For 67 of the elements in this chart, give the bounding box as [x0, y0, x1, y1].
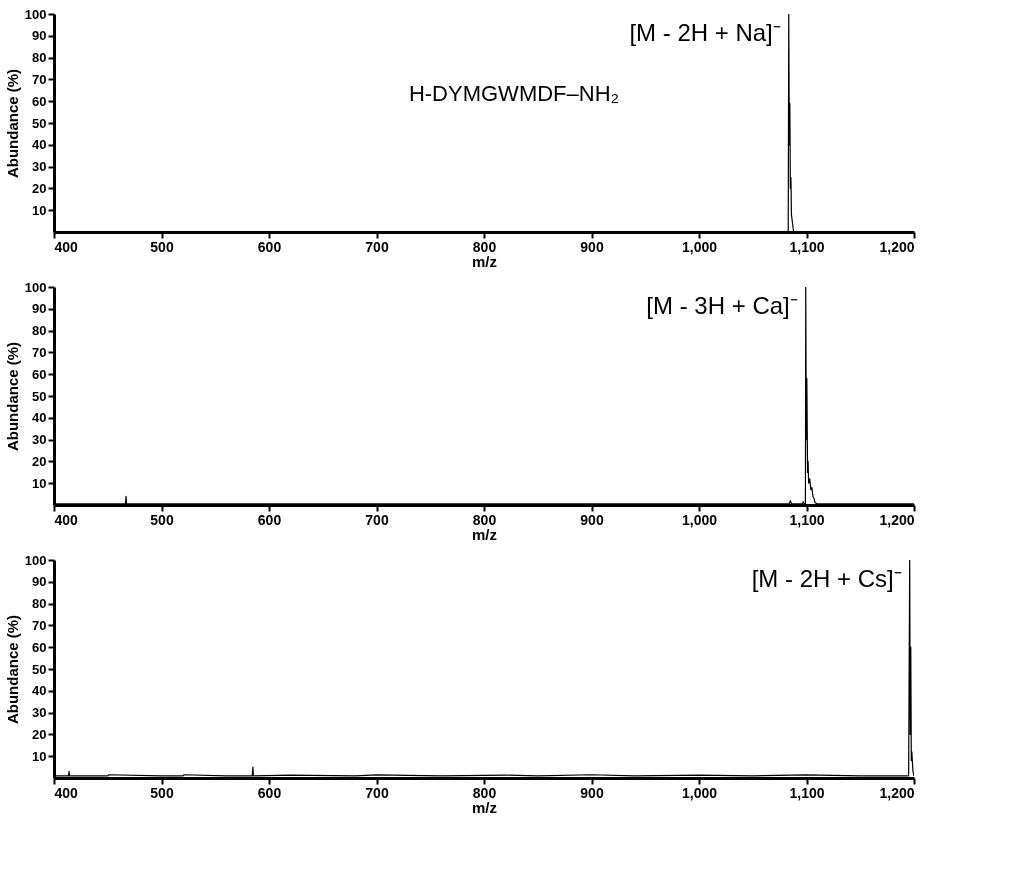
- x-tick-label: 500: [150, 511, 174, 528]
- x-tick-label: 800: [472, 784, 497, 801]
- y-tick-label: 40: [32, 410, 47, 426]
- x-tick-label: 1,000: [681, 784, 718, 801]
- y-tick-label: 90: [32, 301, 47, 317]
- y-tick-label: 60: [32, 639, 47, 655]
- y-tick-label: 20: [32, 453, 47, 469]
- y-tick-label: 30: [32, 159, 47, 175]
- annotation: [M - 2H + Na]⁻: [629, 19, 781, 46]
- annotation: [M - 3H + Ca]⁻: [646, 292, 798, 319]
- y-tick-label: 20: [32, 180, 47, 196]
- y-tick-label: 50: [32, 115, 47, 131]
- x-tick-label: 600: [257, 784, 282, 801]
- x-tick-label: 700: [365, 784, 389, 801]
- y-tick-label: 100: [24, 552, 47, 568]
- y-tick-label: 30: [32, 705, 47, 721]
- x-tick-label: 400: [54, 511, 79, 528]
- y-tick-label: 10: [32, 202, 47, 218]
- y-tick-label: 70: [32, 617, 47, 633]
- x-tick-label: 1,000: [681, 511, 718, 528]
- x-tick-label: 500: [150, 784, 174, 801]
- x-tick-label: 700: [365, 511, 389, 528]
- y-tick-label: 40: [32, 137, 47, 153]
- x-axis-title: m/z: [471, 798, 498, 816]
- y-tick-label: 90: [32, 28, 47, 44]
- y-tick-label: 10: [32, 748, 47, 764]
- x-tick-label: 600: [257, 238, 282, 255]
- y-tick-label: 60: [32, 93, 47, 109]
- x-tick-label: 1,200: [879, 784, 915, 801]
- x-tick-label: 600: [257, 511, 282, 528]
- y-axis-title: Abundance (%): [3, 68, 21, 179]
- x-tick-label: 1,100: [789, 238, 825, 255]
- x-tick-label: 1,200: [879, 511, 915, 528]
- x-axis-title: m/z: [471, 525, 498, 543]
- y-tick-label: 30: [32, 432, 47, 448]
- x-axis-title: m/z: [471, 252, 498, 270]
- x-tick-label: 800: [472, 511, 497, 528]
- x-tick-label: 1,100: [789, 511, 825, 528]
- y-axis-title: Abundance (%): [3, 341, 21, 452]
- annotation: [M - 2H + Cs]⁻: [751, 565, 902, 592]
- y-tick-label: 80: [32, 323, 47, 339]
- x-tick-label: 1,000: [681, 238, 718, 255]
- y-tick-label: 40: [32, 683, 47, 699]
- y-tick-label: 10: [32, 475, 47, 491]
- x-tick-label: 500: [150, 238, 174, 255]
- y-tick-label: 90: [32, 574, 47, 590]
- x-tick-label: 900: [580, 238, 604, 255]
- x-tick-label: 800: [472, 238, 497, 255]
- y-tick-label: 70: [32, 71, 47, 87]
- y-axis-title: Abundance (%): [3, 614, 21, 725]
- y-tick-label: 50: [32, 661, 47, 677]
- y-tick-label: 60: [32, 366, 47, 382]
- y-tick-label: 100: [24, 6, 47, 22]
- x-tick-label: 400: [54, 784, 79, 801]
- y-tick-label: 50: [32, 388, 47, 404]
- x-tick-label: 1,100: [789, 784, 825, 801]
- y-tick-label: 100: [24, 279, 47, 295]
- x-tick-label: 1,200: [879, 238, 915, 255]
- y-tick-label: 80: [32, 50, 47, 66]
- x-tick-label: 900: [580, 511, 604, 528]
- x-tick-label: 700: [365, 238, 389, 255]
- y-tick-label: 80: [32, 596, 47, 612]
- x-tick-label: 400: [54, 238, 79, 255]
- x-tick-label: 900: [580, 784, 604, 801]
- y-tick-label: 70: [32, 344, 47, 360]
- annotation: H-DYMGWMDF–NH₂: [408, 81, 620, 106]
- y-tick-label: 20: [32, 726, 47, 742]
